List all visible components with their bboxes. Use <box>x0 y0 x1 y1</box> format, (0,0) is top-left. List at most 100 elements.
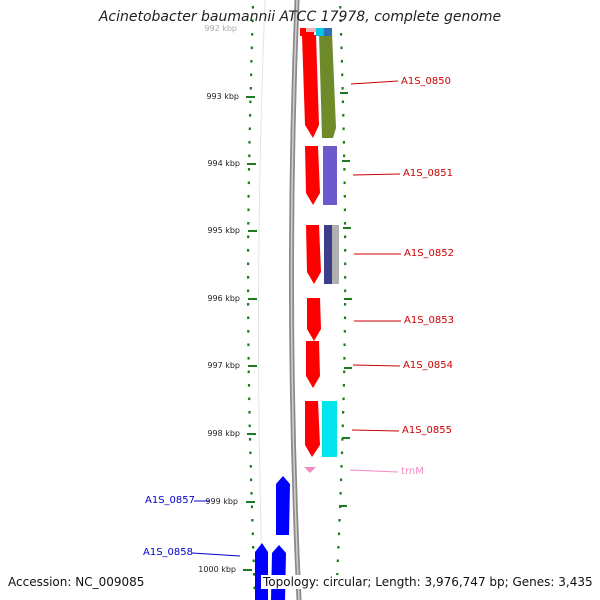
ruler-tick-right <box>337 532 341 536</box>
ruler-tick-right <box>341 438 344 441</box>
scale-label-995: 995 kbp <box>207 226 240 235</box>
ruler-tick-right <box>339 6 342 9</box>
scale-label-993: 993 kbp <box>206 92 239 101</box>
ruler-tick-right <box>340 46 343 50</box>
ruler-tick-right <box>342 114 345 117</box>
ruler-tick-left <box>249 465 252 468</box>
ruler-tick-right <box>343 316 347 320</box>
ruler-tick-right <box>344 276 347 279</box>
leader-a1s-0850 <box>350 80 399 85</box>
scale-label-999: 999 kbp <box>205 497 238 506</box>
ruler-tick-left <box>253 573 256 576</box>
gene-a1s-0855 <box>305 401 320 457</box>
ruler-tick-right <box>340 33 343 36</box>
cog-box-gray <box>332 225 339 284</box>
cog-box-cyan <box>322 401 337 457</box>
ruler-tick-left <box>247 208 250 212</box>
scale-label-998: 998 kbp <box>207 429 240 438</box>
ruler-tick-right <box>336 573 339 576</box>
ruler-tick-right <box>344 262 347 266</box>
leader-trnm <box>349 469 399 473</box>
label-a1s-0852: A1S_0852 <box>404 248 454 259</box>
ruler-tick-left <box>250 492 253 495</box>
gene-a1s-0852 <box>306 225 321 284</box>
ruler-tick-left <box>250 60 253 63</box>
ruler-tick-left <box>249 451 252 455</box>
ruler-tick-right <box>342 411 345 414</box>
gene-a1s-0857 <box>276 476 290 535</box>
ruler-tick-left <box>248 397 251 401</box>
cog-box-slate <box>323 146 337 205</box>
cog-box-top-blue <box>324 28 332 36</box>
ruler-tick-right <box>343 222 347 225</box>
ruler-tick-right <box>340 451 344 455</box>
label-trnm: trnM <box>401 466 424 477</box>
ruler-tick-right <box>341 424 344 428</box>
ruler-tick-right <box>343 357 346 360</box>
ruler-tick-right <box>342 127 345 131</box>
gene-reverse-lower <box>271 545 286 600</box>
ruler-tick-left <box>252 546 255 549</box>
ruler-tick-left <box>251 532 254 536</box>
gene-trnm <box>304 467 316 473</box>
ruler-tick-left <box>247 384 251 387</box>
leader-a1s-0854 <box>352 364 401 367</box>
gene-a1s-0851 <box>305 146 320 205</box>
ruler-tick-right <box>342 141 345 144</box>
ruler-tick-left <box>251 19 254 23</box>
ruler-tick-right <box>343 154 346 158</box>
ruler-tick-right <box>343 370 346 374</box>
ruler-tick-right <box>341 100 344 104</box>
ruler-tick-right <box>343 330 346 333</box>
ruler-tick-left <box>250 505 253 509</box>
ruler-tick-left <box>247 235 250 239</box>
ruler-tick-left <box>250 478 253 482</box>
ruler-tick-left <box>247 195 250 198</box>
ruler-tick-right <box>339 19 342 23</box>
genome-title: Acinetobacter baumannii ATCC 17978, comp… <box>98 9 502 25</box>
ruler-tick-left <box>247 303 250 306</box>
ruler-tick-left <box>247 343 250 347</box>
ruler-tick-left <box>252 559 255 563</box>
ruler-tick-left <box>247 330 250 333</box>
gene-a1s-0858 <box>255 543 268 600</box>
ruler-tick-right <box>343 181 346 185</box>
ruler-tick-right <box>339 492 342 495</box>
label-a1s-0855: A1S_0855 <box>402 425 452 436</box>
scale-label-996: 996 kbp <box>207 294 240 303</box>
label-a1s-0850: A1S_0850 <box>401 76 451 87</box>
ruler-left <box>247 6 256 590</box>
ruler-tick-right <box>342 397 345 401</box>
ruler-tick-left <box>247 357 250 360</box>
label-a1s-0854: A1S_0854 <box>403 360 453 371</box>
scale-label-992: 992 kbp <box>204 24 237 33</box>
ruler-tick-left <box>251 33 254 36</box>
cog-box-olive <box>319 33 336 138</box>
ruler-tick-left <box>248 424 251 428</box>
leader-a1s-0855 <box>351 429 400 432</box>
backbone-arc-inner <box>290 0 300 600</box>
leader-a1s-0858 <box>191 552 241 557</box>
ruler-tick-left <box>247 168 251 171</box>
ruler-tick-left <box>248 154 251 158</box>
ruler-tick-right <box>342 384 345 387</box>
gene-a1s-0854 <box>306 341 320 388</box>
ruler-tick-right <box>337 546 340 549</box>
label-a1s-0851: A1S_0851 <box>403 168 453 179</box>
ruler-tick-left <box>247 249 250 252</box>
ruler-tick-right <box>344 289 347 293</box>
gene-a1s-0850 <box>302 35 319 138</box>
cog-box-top-pink <box>306 28 316 32</box>
scale-label-994: 994 kbp <box>207 159 240 168</box>
scale-label-1000: 1000 kbp <box>198 565 236 574</box>
ruler-tick-left <box>251 6 254 9</box>
ruler-tick-right <box>344 249 347 252</box>
label-a1s-0853: A1S_0853 <box>404 315 454 326</box>
gene-a1s-0853 <box>307 298 321 341</box>
ruler-tick-right <box>344 235 347 239</box>
ruler-tick-left <box>253 586 256 590</box>
topology-label: Topology: circular; Length: 3,976,747 bp… <box>261 575 595 589</box>
ruler-tick-right <box>340 465 343 468</box>
ruler-tick-left <box>247 370 250 374</box>
